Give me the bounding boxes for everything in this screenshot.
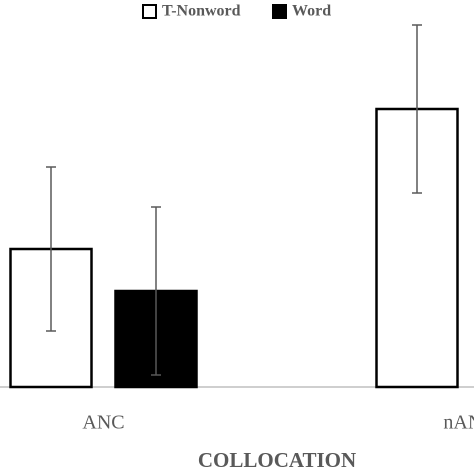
legend-label: T-Nonword [162, 3, 241, 20]
x-axis-label: COLLOCATION [198, 448, 356, 472]
x-tick-label: nANC [443, 412, 474, 434]
error-bar [46, 166, 56, 332]
legend-swatch [142, 4, 157, 19]
x-tick-label: ANC [82, 412, 124, 434]
error-bar [151, 206, 161, 376]
legend-label: Word [292, 3, 331, 20]
legend-swatch [272, 4, 287, 19]
error-bar [412, 24, 422, 194]
